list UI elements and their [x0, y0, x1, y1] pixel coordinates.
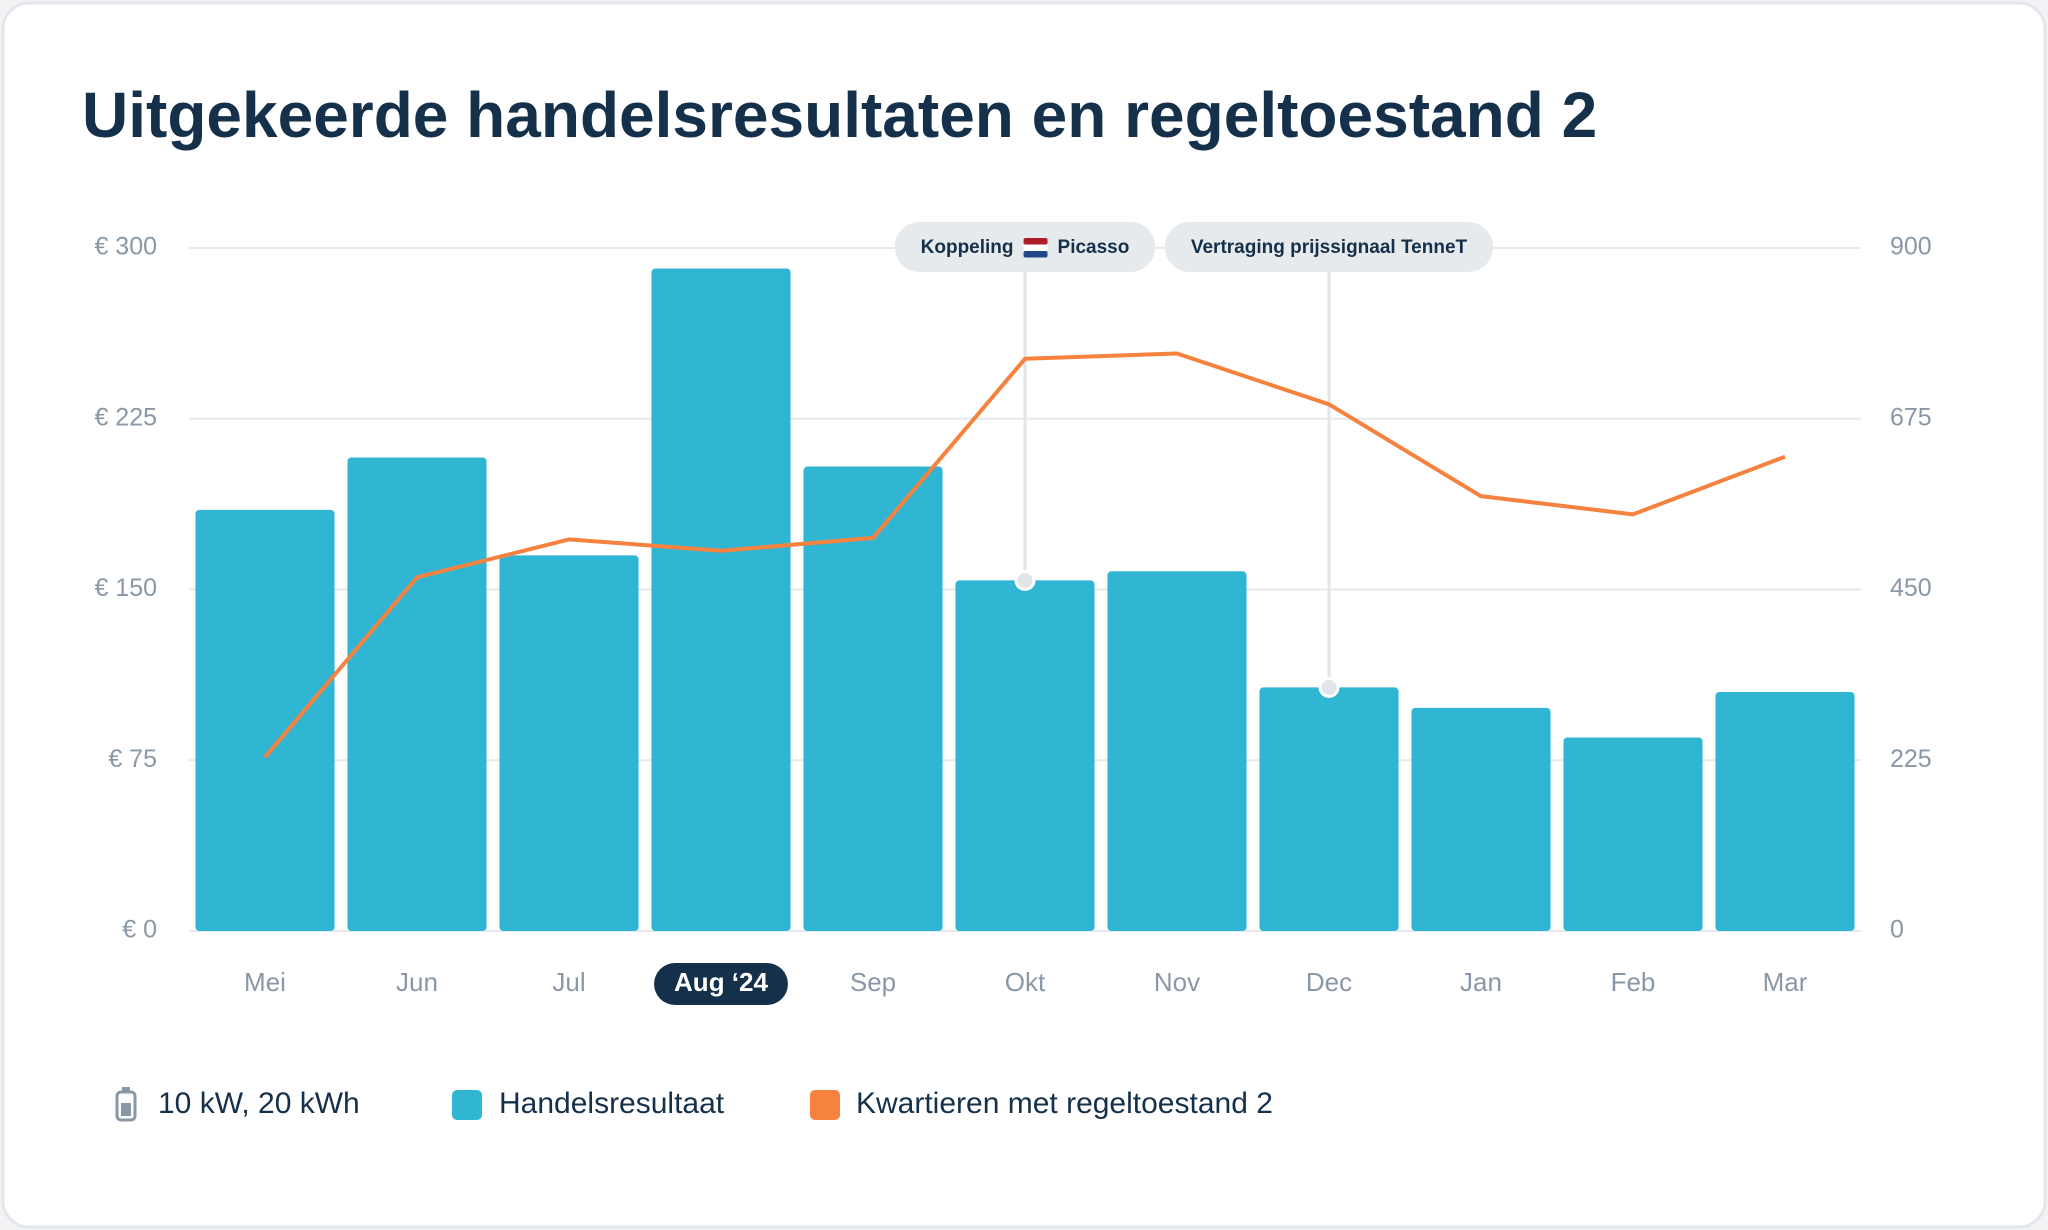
y-tick-label: € 0: [122, 916, 157, 944]
annotation-dot: [1014, 569, 1036, 591]
annotation-text: Vertraging prijssignaal TenneT: [1191, 237, 1468, 258]
legend-swatch: [810, 1090, 840, 1120]
annotations: Koppeling Picasso Vertraging prijssignaal …: [894, 222, 1494, 698]
annotation: Vertraging prijssignaal TenneT: [1164, 222, 1494, 698]
line: [263, 351, 1786, 759]
bar: [347, 457, 487, 931]
y2-tick-label: 225: [1890, 745, 1932, 773]
x-tick-label: Feb: [1611, 967, 1656, 997]
x-tick-label: Sep: [850, 967, 896, 997]
x-tick-label: Mar: [1763, 967, 1808, 997]
annotation-text: Koppeling: [921, 237, 1014, 258]
annotation: Koppeling Picasso: [894, 222, 1156, 591]
x-tick-label: Dec: [1306, 967, 1352, 997]
annotation-text: Picasso: [1058, 237, 1130, 258]
bar: [1411, 707, 1551, 931]
x-tick-label: Nov: [1154, 967, 1200, 997]
y-tick-label: € 150: [94, 574, 157, 602]
annotation-dot: [1318, 676, 1340, 698]
bar: [1563, 737, 1703, 931]
flag-blue: [1023, 251, 1048, 258]
flag-red: [1023, 238, 1048, 245]
bar: [651, 268, 791, 931]
y-tick-label: € 75: [108, 745, 157, 773]
y-tick-label: € 225: [94, 403, 157, 431]
bar: [955, 580, 1095, 931]
legend-swatch: [452, 1090, 482, 1120]
legend: 10 kW, 20 kWh Handelsresultaat Kwartieren…: [115, 1087, 1273, 1122]
x-tick-label: Mei: [244, 967, 286, 997]
y2-tick-label: 900: [1890, 233, 1932, 261]
bar: [499, 555, 639, 931]
legend-label: Handelsresultaat: [499, 1087, 725, 1120]
battery-icon: [115, 1087, 137, 1122]
chart-title: Uitgekeerde handelsresultaten en regelto…: [82, 79, 1597, 151]
y2-tick-label: 450: [1890, 574, 1932, 602]
x-tick-label: Jul: [552, 967, 585, 997]
legend-label: Kwartieren met regeltoestand 2: [856, 1087, 1273, 1120]
x-tick-label: Jun: [396, 967, 438, 997]
y-tick-label: € 300: [94, 233, 157, 261]
flag-white: [1023, 244, 1048, 251]
flag-icon: [1023, 238, 1048, 258]
bar: [803, 466, 943, 931]
bar: [195, 509, 335, 931]
bar: [1107, 571, 1247, 931]
x-tick-highlight: [654, 963, 788, 1005]
annotation-pill: [1164, 222, 1494, 272]
x-tick-label: Okt: [1005, 967, 1046, 997]
y2-tick-label: 0: [1890, 916, 1904, 944]
bar: [1259, 687, 1399, 931]
x-tick-label: Jan: [1460, 967, 1502, 997]
x-tick-label: Aug ‘24: [674, 967, 768, 997]
y2-tick-label: 675: [1890, 403, 1932, 431]
legend-label: 10 kW, 20 kWh: [158, 1087, 360, 1120]
bar: [1715, 691, 1855, 931]
